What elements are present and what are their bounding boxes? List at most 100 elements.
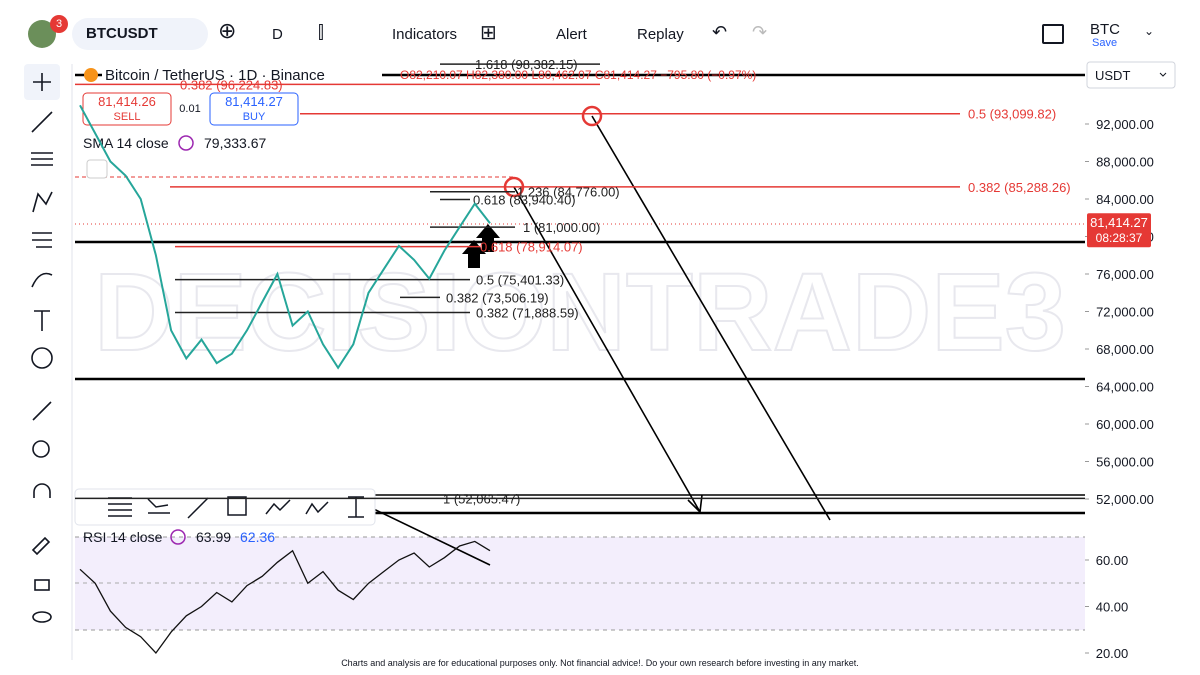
sma-settings[interactable]: [178, 135, 194, 151]
btc-logo: [84, 68, 98, 82]
rsi-label: RSI 14 close: [83, 529, 163, 545]
collapse[interactable]: [86, 159, 108, 179]
drawing-toolbar: [74, 488, 376, 526]
y-tick-label: 52,000.00: [1096, 492, 1154, 507]
tool-trendline[interactable]: [31, 111, 53, 133]
y-tick-label: 84,000.00: [1096, 192, 1154, 207]
last-price-tag: [1087, 213, 1151, 248]
y-tick-label: 56,000.00: [1096, 455, 1154, 470]
tool-brush[interactable]: [31, 272, 53, 288]
fullscreen[interactable]: [1042, 24, 1064, 44]
redo[interactable]: ↷: [752, 22, 768, 42]
tool-crosshair[interactable]: [33, 73, 51, 91]
layout-name[interactable]: BTC: [1090, 21, 1120, 38]
tool-visibility[interactable]: [32, 611, 52, 623]
sell-price[interactable]: 81,414.26: [98, 94, 156, 109]
up-arrows: [462, 224, 500, 268]
y-tick-label: 92,000.00: [1096, 117, 1154, 132]
rsi-tick-label: 40.00: [1096, 600, 1129, 615]
tool-pattern[interactable]: [32, 191, 53, 213]
fib-label: 0.382 (96,224.83): [180, 77, 283, 92]
arrow: [513, 186, 703, 514]
chevron: [1159, 72, 1167, 77]
rsi-settings[interactable]: [170, 529, 186, 545]
y-tick-label: 76,000.00: [1096, 267, 1154, 282]
tool[interactable]: [348, 496, 364, 518]
fib-label: 0.382 (85,288.26): [968, 180, 1071, 195]
y-tick-label: 60,000.00: [1096, 417, 1154, 432]
y-tick-label: 88,000.00: [1096, 155, 1154, 170]
fib-label: 0.618 (78,914.07): [480, 240, 583, 255]
tool-ruler[interactable]: [32, 401, 52, 421]
symbol-box[interactable]: [72, 18, 208, 50]
fib-label: 0.382 (73,506.19): [446, 290, 549, 305]
fib-label: 1 (81,000.00): [523, 220, 600, 235]
trendline: [354, 499, 491, 566]
fib-label: 1 (52,065.47): [443, 491, 520, 506]
fib-label: 0.5 (93,099.82): [968, 107, 1056, 122]
legend: Bitcoin / TetherUS · 1D · Binance O82,21…: [82, 64, 756, 179]
indicators[interactable]: Indicators: [392, 26, 458, 43]
chart-type[interactable]: ⫿: [318, 22, 324, 42]
legend-title: Bitcoin / TetherUS · 1D · Binance: [105, 67, 325, 84]
y-tick-label: 68,000.00: [1096, 342, 1154, 357]
fib-label: 0.382 (71,888.59): [476, 306, 579, 321]
buy-label[interactable]: BUY: [243, 111, 266, 123]
save[interactable]: Save: [1092, 37, 1118, 49]
top-toolbar: 3 BTCUSDT ⊕ D ⫿ Indicators ⊞ Alert Repla…: [0, 0, 1200, 62]
tool-lock[interactable]: [34, 579, 50, 591]
tool[interactable]: [227, 496, 247, 516]
rsi-tick-label: 20.00: [1096, 646, 1129, 661]
currency-select[interactable]: [1086, 61, 1176, 89]
price-line: [79, 104, 491, 370]
buy-price[interactable]: 81,414.27: [225, 94, 283, 109]
tool-projection[interactable]: [32, 232, 52, 248]
tool[interactable]: [265, 499, 291, 515]
tool[interactable]: [305, 501, 329, 515]
tool[interactable]: [147, 498, 170, 514]
sell-label[interactable]: SELL: [114, 111, 141, 123]
rsi-line: [79, 540, 491, 655]
arrow: [591, 115, 831, 521]
last-price-label: 81,414.27: [1090, 215, 1148, 230]
fib-label: 0.5 (75,401.33): [476, 273, 564, 288]
target-circle: [581, 105, 603, 127]
menu-chevron[interactable]: ⌄: [1144, 24, 1155, 38]
undo[interactable]: ↶: [712, 22, 728, 42]
sma-value: 79,333.67: [204, 135, 266, 151]
disclaimer: Charts and analysis are for educational …: [341, 658, 859, 668]
tool-text[interactable]: [34, 310, 50, 331]
fib-label: 1.618 (98,382.15): [475, 57, 578, 72]
layouts[interactable]: ⊞: [480, 22, 497, 44]
legend-ohlc: O82,210.07 H82,380.00 L80,462.07 C81,414…: [400, 68, 756, 82]
currency[interactable]: USDT: [1095, 68, 1130, 83]
add-symbol[interactable]: ⊕: [218, 18, 237, 43]
interval[interactable]: D: [272, 26, 283, 43]
buy-button[interactable]: [209, 92, 299, 126]
rsi-tick-label: 60.00: [1096, 553, 1129, 568]
tool-magnet[interactable]: [33, 483, 51, 498]
tool-emoji[interactable]: [31, 347, 53, 369]
notification-badge: 3: [50, 15, 68, 33]
y-tick-label: 72,000.00: [1096, 305, 1154, 320]
tool-zoom[interactable]: [32, 440, 50, 458]
fib-label: 0.618 (83,940.40): [473, 193, 576, 208]
y-tick-label: 64,000.00: [1096, 380, 1154, 395]
rsi-value: 63.99: [196, 529, 231, 545]
alert[interactable]: Alert: [556, 26, 587, 43]
sma-label: SMA 14 close: [83, 135, 169, 151]
tool-fib[interactable]: [31, 152, 53, 166]
rsi-ma-value: 62.36: [240, 529, 275, 545]
symbol[interactable]: BTCUSDT: [86, 25, 158, 42]
legend-bg: [102, 64, 382, 84]
left-tools: [31, 73, 53, 623]
countdown: 08:28:37: [1096, 231, 1143, 245]
tool-lock-draw[interactable]: [31, 536, 51, 556]
tool[interactable]: [187, 497, 209, 519]
projection-arrows: [354, 115, 831, 566]
fib-label: 1.236 (84,776.00): [517, 185, 620, 200]
spread: 0.01: [179, 103, 200, 115]
replay[interactable]: Replay: [637, 26, 684, 43]
